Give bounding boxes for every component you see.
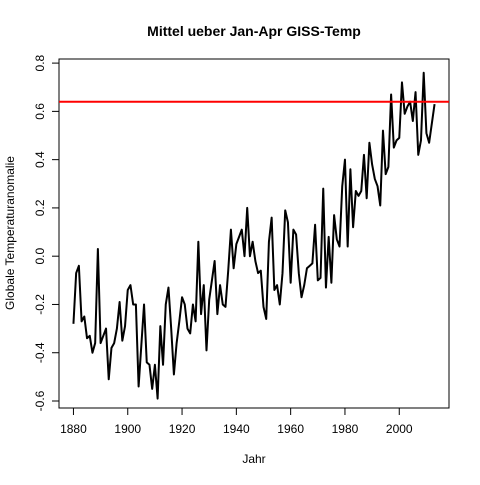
y-tick-label: -0.4 <box>33 342 47 363</box>
y-tick-label: 0.2 <box>33 199 47 216</box>
x-tick-label: 1960 <box>277 422 304 436</box>
y-tick-label: 0.8 <box>33 54 47 71</box>
y-tick-label: 0.4 <box>33 151 47 168</box>
x-axis-label: Jahr <box>242 452 265 466</box>
data-line <box>72 71 436 400</box>
x-tick-label: 1900 <box>114 422 141 436</box>
y-tick-label: -0.2 <box>33 294 47 315</box>
y-tick-label: -0.6 <box>33 390 47 411</box>
plot-box <box>58 58 450 409</box>
y-tick-label: 0.6 <box>33 103 47 120</box>
x-tick-label: 1940 <box>223 422 250 436</box>
x-tick-label: 1920 <box>169 422 196 436</box>
x-tick-label: 1880 <box>60 422 87 436</box>
x-tick-label: 1980 <box>332 422 359 436</box>
chart-title: Mittel ueber Jan-Apr GISS-Temp <box>147 23 361 39</box>
y-axis-label: Globale Temperaturanomalie <box>3 156 17 310</box>
x-tick-label: 2000 <box>386 422 413 436</box>
y-tick-label: 0.0 <box>33 248 47 265</box>
